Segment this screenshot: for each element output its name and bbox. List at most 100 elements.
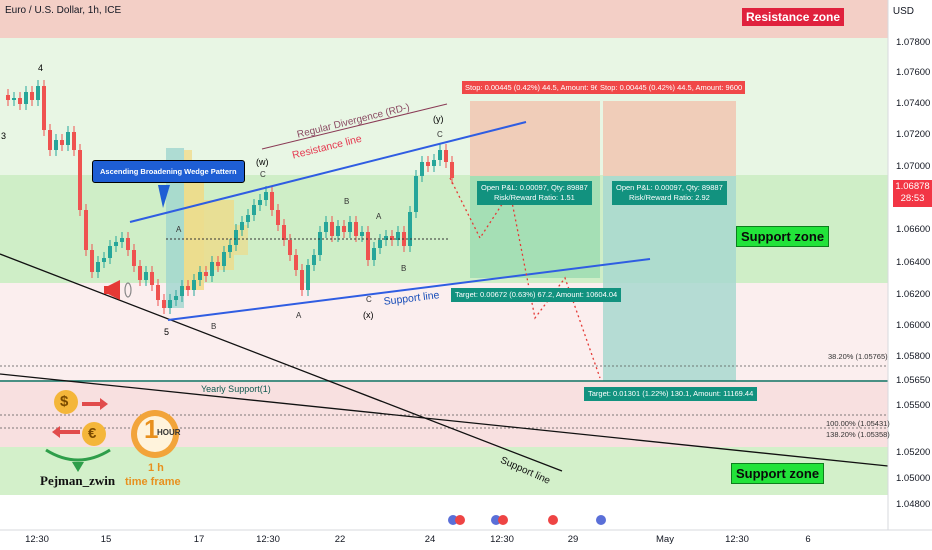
- candle-body: [168, 300, 172, 308]
- candle-body: [306, 265, 310, 290]
- support-line[interactable]: [167, 258, 651, 321]
- candle-body: [282, 225, 286, 240]
- candle-body: [432, 160, 436, 166]
- hour-badge-icon: [131, 410, 179, 458]
- wave-label-x: (x): [363, 310, 374, 320]
- divergence-line[interactable]: [261, 103, 448, 150]
- support-zone-label-mid: Support zone: [736, 226, 830, 247]
- time-axis-label: 29: [567, 534, 579, 545]
- candle-body: [114, 242, 118, 246]
- time-axis-label: 12:30: [25, 534, 49, 545]
- timeframe-line1: 1 h: [148, 462, 164, 474]
- candle-body: [96, 262, 100, 272]
- wave-label-5: 5: [164, 327, 170, 337]
- pnl-label-2: Open P&L: 0.00097, Qty: 89887 Risk/Rewar…: [612, 181, 727, 205]
- price-axis-label: 1.06200: [896, 289, 931, 300]
- candle-body: [354, 222, 358, 236]
- pnl-1-line2: Risk/Reward Ratio: 1.51: [493, 193, 575, 202]
- candle-body: [210, 262, 214, 276]
- support-line-lower[interactable]: [0, 253, 563, 472]
- stop-area-1: [470, 101, 600, 176]
- candle-body: [288, 240, 292, 255]
- pnl-2-line1: Open P&L: 0.00097, Qty: 89887: [616, 183, 723, 192]
- candle-body: [222, 252, 226, 266]
- pnl-2-line2: Risk/Reward Ratio: 2.92: [628, 193, 710, 202]
- candle-body: [42, 86, 46, 130]
- time-axis-label: 6: [805, 534, 811, 545]
- time-axis-label: 12:30: [490, 534, 514, 545]
- time-axis-label: 17: [193, 534, 205, 545]
- resistance-zone-band: [0, 0, 888, 38]
- candle-body: [60, 140, 64, 145]
- wave-label-y: (y): [433, 114, 444, 124]
- price-axis-label: 1.06000: [896, 320, 931, 331]
- brand-name: Pejman_zwin: [40, 473, 116, 488]
- candle-body: [330, 222, 334, 236]
- price-axis-label: 1.05650: [896, 375, 931, 386]
- euro-symbol: €: [88, 425, 97, 442]
- candle-body: [312, 255, 316, 265]
- candle-body: [204, 272, 208, 276]
- wedge-pattern-callout[interactable]: Ascending Broadening Wedge Pattern: [92, 160, 245, 183]
- candle-body: [252, 205, 256, 215]
- candle-body: [438, 150, 442, 160]
- candle-body: [138, 266, 142, 280]
- bar-countdown: 28:53: [900, 193, 925, 204]
- wave-label-b2: B: [344, 197, 350, 206]
- currency-label[interactable]: USD: [892, 6, 914, 17]
- support-zone-label-low: Support zone: [731, 463, 825, 484]
- candle-body: [246, 215, 250, 222]
- candle-body: [120, 238, 124, 242]
- resistance-zone-label: Resistance zone: [742, 8, 845, 26]
- callout-pointer: [158, 185, 170, 208]
- price-axis-label: 1.06600: [896, 224, 931, 235]
- price-axis-label: 1.05800: [896, 351, 931, 362]
- candle-body: [84, 210, 88, 250]
- wave-label-c2: C: [366, 295, 372, 304]
- hour-badge-number: 1: [144, 414, 159, 444]
- candle-body: [174, 296, 178, 300]
- fib-100-label: 100.00% (1.05431): [826, 419, 890, 428]
- resistance-line[interactable]: [129, 121, 527, 223]
- price-axis-label: 1.07400: [896, 98, 931, 109]
- price-axis-label: 1.05500: [896, 400, 931, 411]
- candle-body: [144, 272, 148, 280]
- candle-body: [150, 272, 154, 285]
- candle-body: [264, 192, 268, 200]
- candle-body: [54, 140, 58, 150]
- yearly-support-label: Yearly Support(1): [201, 384, 271, 394]
- current-price-tag: 1.06878 28:53: [893, 180, 932, 207]
- wave-label-3: 3: [1, 131, 7, 141]
- price-axis-label: 1.04800: [896, 499, 931, 510]
- chart-title: Euro / U.S. Dollar, 1h, ICE: [5, 5, 122, 16]
- price-axis-label: 1.06400: [896, 257, 931, 268]
- support-line-long[interactable]: [0, 373, 889, 467]
- stop-area-2: [603, 101, 736, 176]
- target-label-1: Target: 0.00672 (0.63%) 67.2, Amount: 10…: [451, 288, 622, 302]
- candle-body: [426, 162, 430, 166]
- candle-body: [156, 285, 160, 300]
- price-axis-label: 1.05200: [896, 447, 931, 458]
- candle-body: [36, 86, 40, 100]
- wave-label-w: (w): [256, 157, 269, 167]
- price-axis-label: 1.07000: [896, 161, 931, 172]
- candle-body: [414, 176, 418, 212]
- candle-body: [444, 150, 448, 162]
- candle-body: [258, 200, 262, 205]
- candle-body: [228, 245, 232, 252]
- candle-body: [396, 232, 400, 240]
- candle-body: [6, 95, 10, 100]
- candle-body: [30, 92, 34, 100]
- candle-body: [216, 262, 220, 266]
- economic-event-icons[interactable]: [448, 515, 606, 525]
- candle-body: [384, 236, 388, 240]
- pnl-1-line1: Open P&L: 0.00097, Qty: 89887: [481, 183, 588, 192]
- pnl-label-1: Open P&L: 0.00097, Qty: 89887 Risk/Rewar…: [477, 181, 592, 205]
- candle-body: [336, 226, 340, 236]
- candle-body: [72, 132, 76, 150]
- candle-body: [240, 222, 244, 230]
- candle-body: [90, 250, 94, 272]
- stop-label-2: Stop: 0.00445 (0.42%) 44.5, Amount: 9600: [597, 81, 746, 94]
- candle-body: [408, 212, 412, 246]
